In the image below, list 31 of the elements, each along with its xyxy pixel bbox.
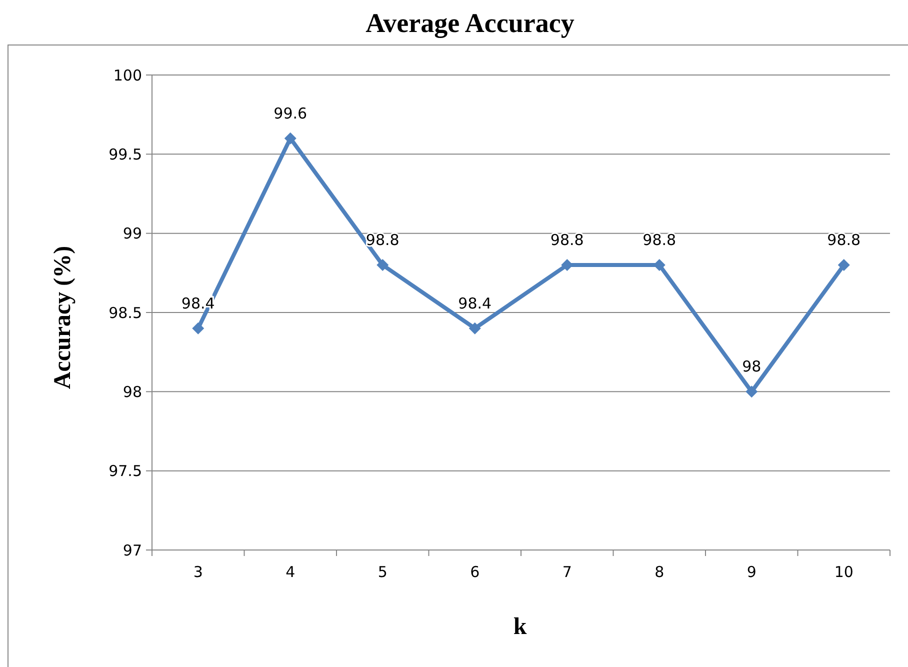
- data-label: 98.8: [642, 231, 676, 249]
- x-tick-label: 5: [378, 563, 388, 581]
- chart-title: Average Accuracy: [366, 8, 575, 38]
- point: [284, 132, 296, 144]
- point: [192, 322, 204, 334]
- x-axis-title: k: [513, 614, 528, 640]
- x-tick-label: 7: [562, 563, 572, 581]
- x-tick-label: 6: [470, 563, 480, 581]
- y-tick-label: 100: [113, 66, 142, 84]
- x-tick-label: 10: [834, 563, 854, 581]
- data-label: 98.8: [550, 231, 584, 249]
- point: [746, 386, 758, 398]
- point: [468, 322, 481, 334]
- y-tick-label: 97.5: [108, 462, 142, 480]
- x-tick-label: 9: [746, 563, 756, 581]
- y-tick-label: 97: [122, 541, 142, 560]
- data-label: 98: [742, 358, 762, 376]
- y-axis-title: Accuracy (%): [50, 246, 76, 390]
- x-tick-label: 4: [286, 563, 296, 581]
- data-label: 98.4: [458, 294, 492, 312]
- y-tick-label: 99: [122, 224, 142, 243]
- data-label: 99.6: [274, 104, 308, 122]
- data-label: 98.8: [827, 231, 861, 249]
- x-tick-label: 8: [654, 563, 664, 581]
- y-tick-label: 98.5: [108, 304, 142, 322]
- point: [376, 259, 389, 271]
- data-label: 98.8: [366, 231, 400, 249]
- x-tick-label: 3: [193, 563, 203, 581]
- point: [838, 259, 850, 271]
- y-tick-label: 98: [122, 382, 142, 401]
- y-tick-label: 99.5: [108, 145, 142, 164]
